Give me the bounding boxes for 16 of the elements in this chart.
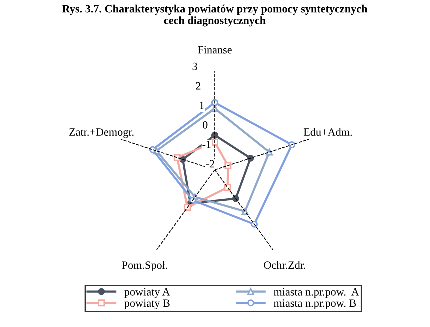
legend-label: miasta n.pr.pow. B	[274, 300, 356, 310]
y-tick-label: 2	[196, 82, 201, 90]
spoke-label: Edu+Adm.	[304, 128, 352, 136]
legend-label: powiaty A	[124, 288, 170, 298]
spoke-label: Finanse	[198, 46, 232, 54]
chart-title: Rys. 3.7. Charakterystyka powiatów przy pomocy syntetycznych cech diagnostycznych	[62, 4, 368, 27]
legend-label: miasta n.pr.pow. A	[274, 288, 360, 298]
y-tick-label: 0	[203, 121, 208, 129]
legend-label: powiaty B	[124, 300, 170, 310]
spoke-label: Ochr.Zdr.	[264, 261, 306, 270]
y-tick-label: -2	[206, 160, 214, 168]
spoke-label: Zatr.+Demogr.	[70, 128, 134, 138]
y-tick-label: 1	[200, 102, 204, 110]
y-tick-label: -1	[202, 140, 211, 148]
spoke-label: Pom.Społ.	[122, 261, 168, 272]
y-tick-label: 3	[192, 62, 198, 70]
